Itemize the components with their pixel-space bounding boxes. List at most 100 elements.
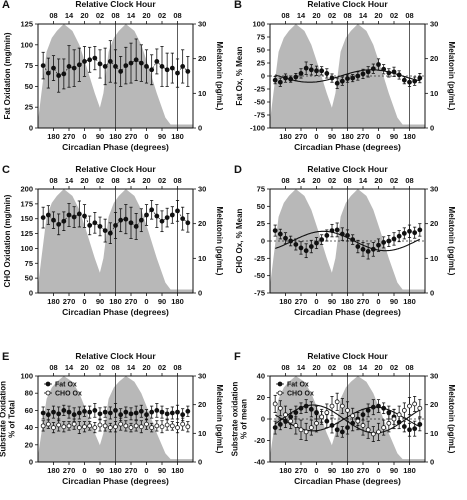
bottom-tick-label: 0 xyxy=(82,466,86,475)
data-point xyxy=(360,71,366,77)
y2-tick-label: 20 xyxy=(198,400,206,409)
data-point xyxy=(123,409,129,415)
bottom-tick-label: 270 xyxy=(357,466,370,475)
y-tick-label: 80 xyxy=(25,389,33,398)
data-point xyxy=(401,424,407,429)
y2-axis-title: Melatonin (pg/mL) xyxy=(447,385,456,454)
data-point xyxy=(164,67,170,73)
data-point xyxy=(365,248,371,254)
panel-letter: C xyxy=(2,164,10,176)
y-tick-label: 0 xyxy=(261,237,265,246)
top-tick-label: 02 xyxy=(328,11,336,20)
y2-tick-label: 30 xyxy=(198,185,206,194)
top-tick-label: 08 xyxy=(281,176,289,185)
y-axis-title: Fat Oxidation (mg/min) xyxy=(3,32,12,119)
y2-tick-label: 0 xyxy=(430,289,434,298)
cho-ox-point xyxy=(87,423,93,429)
data-point xyxy=(154,407,160,413)
data-point xyxy=(149,67,155,73)
data-point xyxy=(417,227,423,233)
y-axis-title: Substrate oxidation xyxy=(231,382,240,457)
data-point xyxy=(417,75,423,81)
top-tick-label: 08 xyxy=(173,11,181,20)
top-tick-label: 14 xyxy=(297,363,306,372)
data-point xyxy=(133,57,139,63)
y2-tick-label: 0 xyxy=(198,289,202,298)
bottom-tick-label: 90 xyxy=(96,466,104,475)
bottom-tick-label: 180 xyxy=(171,132,184,141)
legend: Fat Ox CHO Ox xyxy=(276,382,314,398)
panel-d: D 08 14 20 02 08 14 20 02 08 Relative Clock Hour 18… xyxy=(234,164,456,317)
data-point xyxy=(180,64,186,69)
data-point xyxy=(175,70,180,76)
data-point xyxy=(370,246,376,252)
y-axis-title: % of Total xyxy=(8,400,17,438)
top-tick-label: 08 xyxy=(343,176,351,185)
y-tick-label: 0 xyxy=(261,415,265,424)
top-tick-label: 14 xyxy=(359,363,368,372)
bottom-tick-label: 180 xyxy=(279,466,292,475)
data-point xyxy=(169,212,175,218)
data-point xyxy=(308,406,314,412)
top-tick-label: 20 xyxy=(142,176,150,185)
cho-ox-point xyxy=(329,403,335,409)
data-point xyxy=(71,65,77,71)
panel-letter: B xyxy=(234,0,242,11)
y-tick-label: -25 xyxy=(254,254,265,263)
top-tick-label: 14 xyxy=(127,176,136,185)
data-point xyxy=(303,65,309,71)
y-tick-label: -50 xyxy=(254,271,265,280)
y-tick-label: 50 xyxy=(25,82,33,91)
data-point xyxy=(339,231,345,237)
bottom-tick-label: 180 xyxy=(341,132,354,141)
y2-tick-label: 30 xyxy=(430,20,438,29)
cho-ox-point xyxy=(175,425,180,431)
bottom-tick-label: 180 xyxy=(171,466,184,475)
cho-ox-point xyxy=(417,405,423,411)
data-point xyxy=(180,216,186,222)
bottom-tick-label: 90 xyxy=(158,297,166,306)
cho-ox-point xyxy=(66,423,72,429)
y-tick-label: 100 xyxy=(20,244,33,253)
cho-ox-point xyxy=(118,421,124,427)
y2-tick-label: 0 xyxy=(430,124,434,133)
data-point xyxy=(133,410,139,416)
cho-ox-point xyxy=(92,425,98,431)
data-point xyxy=(76,211,82,217)
y-tick-label: -40 xyxy=(254,458,265,467)
data-point xyxy=(107,230,113,236)
data-point xyxy=(169,410,175,416)
x-axis-title: Circadian Phase (degrees) xyxy=(294,476,401,486)
data-point xyxy=(391,236,397,242)
y-tick-label: 60 xyxy=(25,406,33,415)
bottom-tick-label: 0 xyxy=(144,466,148,475)
data-point xyxy=(396,72,402,78)
data-point xyxy=(123,63,129,68)
data-point xyxy=(138,217,144,223)
data-point xyxy=(365,69,371,75)
data-point xyxy=(82,213,87,219)
data-point xyxy=(298,71,304,76)
cho-ox-point xyxy=(386,420,392,426)
data-point xyxy=(293,410,299,415)
bottom-tick-label: 270 xyxy=(63,466,76,475)
data-point xyxy=(87,409,93,415)
y2-tick-label: 20 xyxy=(430,400,438,409)
data-point xyxy=(407,79,412,85)
melatonin-area xyxy=(38,24,133,128)
top-tick-label: 08 xyxy=(111,176,119,185)
data-point xyxy=(51,409,56,415)
data-point xyxy=(149,207,155,213)
cho-ox-point xyxy=(350,413,356,419)
top-tick-label: 02 xyxy=(96,363,104,372)
data-point xyxy=(386,238,392,244)
data-point xyxy=(102,228,108,234)
top-tick-label: 08 xyxy=(405,176,413,185)
cho-ox-point xyxy=(345,407,350,413)
y2-axis-title: Melatonin (pg/mL) xyxy=(447,42,456,111)
data-point xyxy=(51,217,56,223)
bottom-tick-label: 270 xyxy=(125,132,138,141)
data-point xyxy=(164,215,170,221)
top-tick-label: 14 xyxy=(65,363,74,372)
data-point xyxy=(154,213,160,219)
